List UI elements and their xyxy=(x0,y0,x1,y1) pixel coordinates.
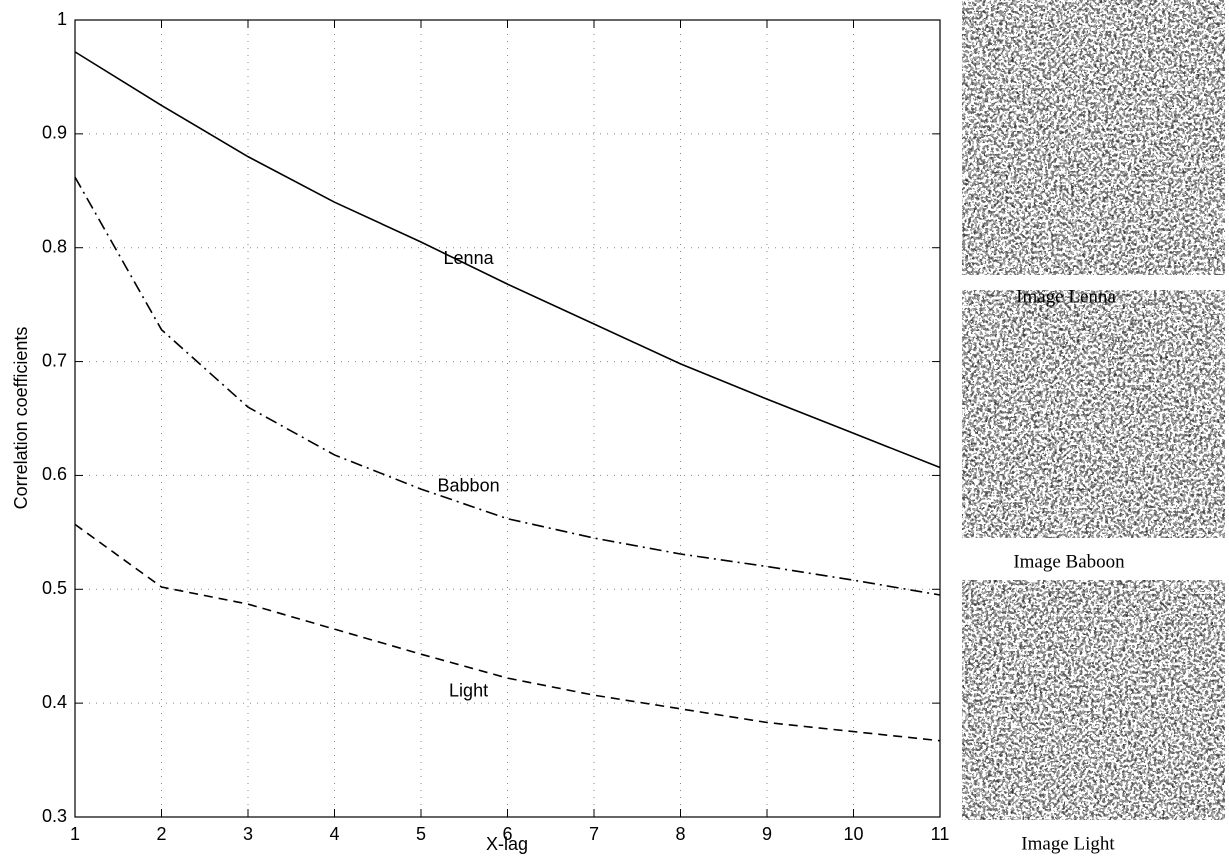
y-tick-label: 0.3 xyxy=(42,806,67,826)
x-tick-label: 9 xyxy=(762,824,772,844)
series-line xyxy=(74,176,941,596)
y-tick-label: 0.9 xyxy=(42,123,67,143)
series-line xyxy=(74,523,941,742)
series-label: Lenna xyxy=(444,248,495,268)
plot-frame xyxy=(74,19,941,818)
image-caption: Image Baboon xyxy=(1013,551,1125,572)
x-tick-label: 2 xyxy=(156,824,166,844)
x-tick-label: 10 xyxy=(843,824,863,844)
x-tick-label: 7 xyxy=(589,824,599,844)
x-tick-label: 5 xyxy=(416,824,426,844)
series-line xyxy=(74,51,941,469)
x-tick-label: 1 xyxy=(70,824,80,844)
y-tick-label: 1 xyxy=(57,9,67,29)
image-baboon xyxy=(962,290,1225,538)
x-tick-label: 3 xyxy=(243,824,253,844)
y-axis-label: Correlation coefficients xyxy=(11,327,31,510)
x-tick-label: 8 xyxy=(675,824,685,844)
x-axis-label: X-lag xyxy=(486,834,528,854)
image-light xyxy=(962,580,1225,820)
x-tick-label: 11 xyxy=(931,824,950,844)
image-caption: Image Lenna xyxy=(1016,286,1116,307)
image-caption: Image Light xyxy=(1021,833,1115,854)
y-tick-label: 0.4 xyxy=(42,692,67,712)
x-tick-label: 4 xyxy=(329,824,339,844)
y-tick-label: 0.8 xyxy=(42,236,67,256)
series-label: Light xyxy=(449,681,488,701)
x-tick-label: 6 xyxy=(502,824,512,844)
y-tick-label: 0.6 xyxy=(42,464,67,484)
y-tick-label: 0.5 xyxy=(42,578,67,598)
y-tick-label: 0.7 xyxy=(42,350,67,370)
series-label: Babbon xyxy=(438,476,500,496)
image-lenna xyxy=(962,0,1225,275)
